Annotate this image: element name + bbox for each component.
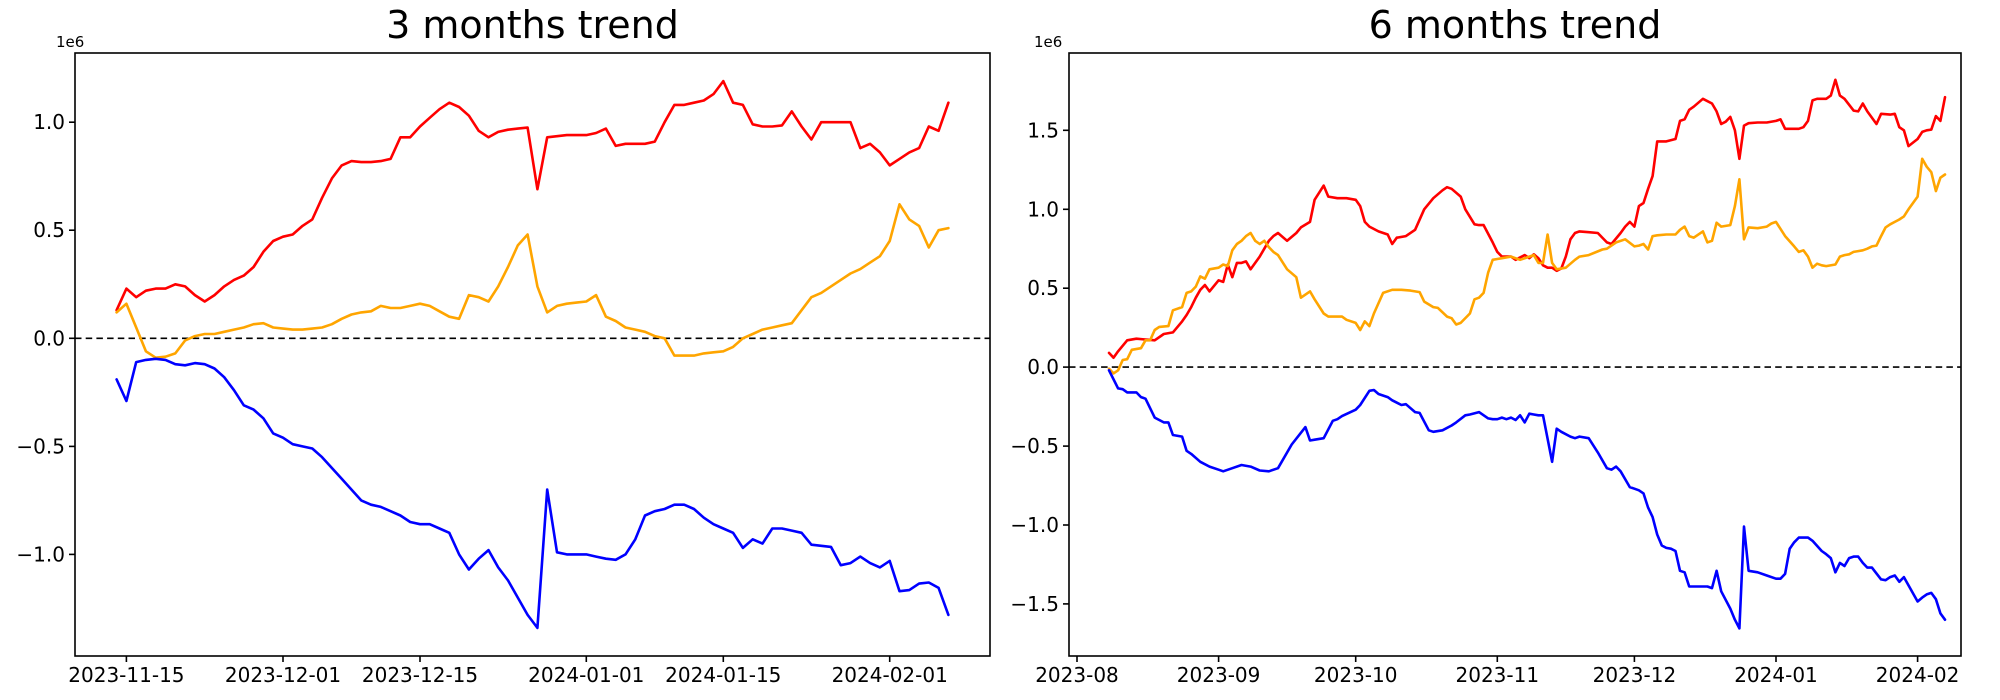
y-axis-offset-label-right: 1e6: [1034, 33, 1063, 51]
y-tick-label: 0.0: [33, 326, 65, 350]
series-line-blue: [115, 357, 950, 630]
y-tick-label: 0.5: [33, 218, 65, 242]
x-tick-label: 2023-09: [1177, 663, 1261, 687]
chart-0: 2023-11-15 2023-12-01 2023-12-15 2024-01-01…: [16, 52, 991, 687]
x-tick-label: 2023-08: [1035, 663, 1119, 687]
x-tick-label: 2023-12-15: [362, 663, 478, 687]
y-tick-label: 1.5: [1027, 118, 1059, 142]
series-line-blue: [1107, 368, 1947, 630]
y-tick-label: −0.5: [1010, 434, 1059, 458]
x-tick-label: 2023-10: [1314, 663, 1398, 687]
series-line-red: [1107, 78, 1947, 360]
axes-frame: [74, 52, 991, 657]
x-tick-label: 2024-02: [1876, 663, 1960, 687]
series-line-red: [115, 79, 950, 312]
x-tick-label: 2023-12-01: [225, 663, 341, 687]
x-tick-label: 2024-01: [1734, 663, 1818, 687]
chart-title-right: 6 months trend: [1368, 3, 1662, 47]
x-tick-label: 2023-11: [1456, 663, 1540, 687]
y-tick-label: −1.0: [1010, 513, 1059, 537]
y-tick-label: 0.0: [1027, 355, 1059, 379]
y-axis-offset-label-left: 1e6: [56, 33, 85, 51]
series-line-orange: [115, 203, 950, 360]
axes-frame: [1068, 52, 1962, 657]
chart-1: 2023-08 2023-09 2023-10 2023-11 2023-12 2024-…: [1010, 52, 1962, 687]
series-line-orange: [1107, 157, 1947, 375]
x-tick-label: 2023-12: [1593, 663, 1677, 687]
y-tick-label: 1.0: [33, 110, 65, 134]
y-tick-label: 1.0: [1027, 197, 1059, 221]
chart-title-left: 3 months trend: [386, 3, 679, 47]
x-tick-label: 2023-11-15: [68, 663, 184, 687]
y-tick-label: −1.5: [1010, 592, 1059, 616]
x-tick-label: 2024-01-15: [665, 663, 781, 687]
x-tick-label: 2024-02-01: [832, 663, 948, 687]
y-tick-label: 0.5: [1027, 276, 1059, 300]
y-tick-label: −0.5: [16, 434, 65, 458]
y-tick-label: −1.0: [16, 542, 65, 566]
x-tick-label: 2024-01-01: [528, 663, 644, 687]
